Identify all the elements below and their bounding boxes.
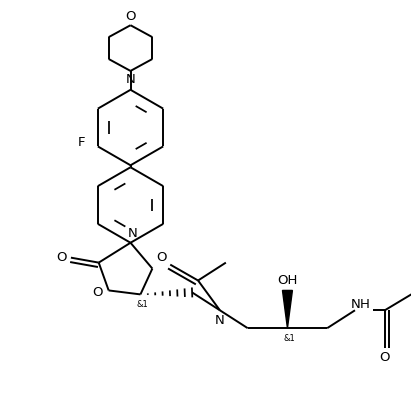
Text: &1: &1: [283, 334, 295, 343]
Text: N: N: [128, 227, 137, 240]
Text: O: O: [379, 351, 390, 365]
Text: H: H: [360, 298, 370, 311]
Text: O: O: [57, 251, 67, 264]
Polygon shape: [283, 290, 293, 328]
Text: O: O: [156, 251, 166, 264]
Text: N: N: [351, 298, 361, 311]
Text: &1: &1: [136, 300, 148, 309]
Text: F: F: [78, 136, 86, 149]
Text: O: O: [125, 10, 136, 23]
Text: N: N: [215, 314, 225, 327]
Text: O: O: [92, 286, 103, 299]
Text: OH: OH: [277, 274, 297, 287]
Text: N: N: [126, 73, 136, 87]
